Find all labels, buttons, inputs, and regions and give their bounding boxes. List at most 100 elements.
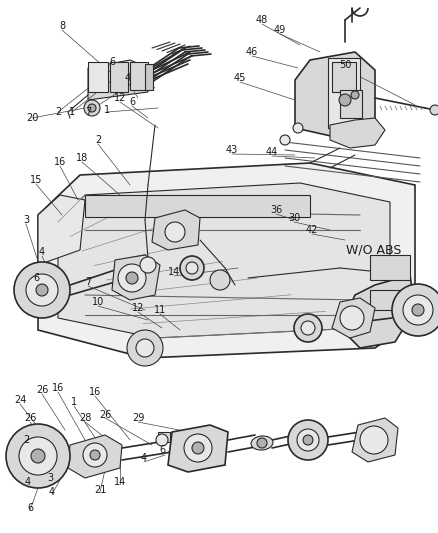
Text: 46: 46	[245, 47, 258, 57]
Text: 36: 36	[269, 205, 282, 215]
Bar	[85, 195, 309, 217]
Circle shape	[26, 274, 58, 306]
Polygon shape	[331, 298, 374, 338]
Text: 48: 48	[255, 15, 268, 25]
Circle shape	[338, 94, 350, 106]
Circle shape	[127, 330, 162, 366]
Text: W/O ABS: W/O ABS	[346, 244, 401, 256]
Circle shape	[359, 426, 387, 454]
Circle shape	[429, 105, 438, 115]
Circle shape	[411, 304, 423, 316]
Text: 2: 2	[95, 135, 101, 145]
Text: 24: 24	[14, 395, 26, 405]
Circle shape	[126, 272, 138, 284]
Circle shape	[83, 443, 107, 467]
Text: 29: 29	[131, 413, 144, 423]
Circle shape	[191, 442, 204, 454]
Bar	[339, 90, 361, 118]
Circle shape	[209, 270, 230, 290]
Text: 10: 10	[92, 297, 104, 307]
Bar	[158, 432, 170, 442]
Text: 6: 6	[159, 445, 165, 455]
Polygon shape	[88, 60, 148, 100]
Polygon shape	[152, 210, 200, 250]
Text: 6: 6	[129, 97, 135, 107]
Bar	[369, 290, 404, 310]
Circle shape	[184, 434, 212, 462]
Text: 21: 21	[94, 485, 106, 495]
Text: 14: 14	[167, 267, 180, 277]
Text: 11: 11	[154, 305, 166, 315]
Circle shape	[90, 450, 100, 460]
Text: 4: 4	[39, 247, 45, 257]
Circle shape	[6, 424, 70, 488]
Text: 14: 14	[113, 477, 126, 487]
Text: 16: 16	[54, 157, 66, 167]
Text: 4: 4	[49, 487, 55, 497]
Circle shape	[31, 449, 45, 463]
Polygon shape	[351, 418, 397, 462]
Polygon shape	[339, 275, 414, 348]
Text: 43: 43	[226, 145, 237, 155]
Circle shape	[287, 420, 327, 460]
Text: 1: 1	[69, 107, 75, 117]
Text: 3: 3	[47, 473, 53, 483]
Text: 2: 2	[55, 107, 61, 117]
Circle shape	[84, 100, 100, 116]
Text: 28: 28	[79, 413, 91, 423]
Text: 4: 4	[25, 477, 31, 487]
Text: 45: 45	[233, 73, 246, 83]
Text: 26: 26	[99, 410, 111, 420]
Bar	[88, 62, 108, 92]
Text: 2: 2	[23, 435, 29, 445]
Circle shape	[180, 256, 204, 280]
Circle shape	[186, 262, 198, 274]
Circle shape	[140, 257, 155, 273]
Text: 16: 16	[52, 383, 64, 393]
Text: 7: 7	[85, 107, 91, 117]
Circle shape	[339, 306, 363, 330]
Circle shape	[88, 104, 96, 112]
Circle shape	[292, 123, 302, 133]
Circle shape	[402, 295, 432, 325]
Circle shape	[350, 91, 358, 99]
Bar	[331, 62, 355, 92]
Polygon shape	[329, 118, 384, 148]
Text: 7: 7	[85, 277, 91, 287]
Text: 44: 44	[265, 147, 278, 157]
Text: 16: 16	[88, 387, 101, 397]
Circle shape	[297, 429, 318, 451]
Circle shape	[391, 284, 438, 336]
Bar	[145, 64, 153, 90]
Bar	[130, 62, 148, 90]
Polygon shape	[68, 435, 122, 478]
Circle shape	[293, 314, 321, 342]
Bar	[110, 62, 128, 92]
Text: 50: 50	[338, 60, 350, 70]
Text: 20: 20	[26, 113, 38, 123]
Text: 12: 12	[131, 303, 144, 313]
Circle shape	[165, 222, 184, 242]
Text: 6: 6	[109, 57, 115, 67]
Circle shape	[36, 284, 48, 296]
Text: 3: 3	[23, 215, 29, 225]
Circle shape	[300, 321, 314, 335]
Circle shape	[19, 437, 57, 475]
Text: 12: 12	[113, 93, 126, 103]
Text: 26: 26	[36, 385, 48, 395]
Text: 49: 49	[273, 25, 286, 35]
Text: 4: 4	[141, 453, 147, 463]
Bar	[369, 255, 409, 280]
Circle shape	[136, 339, 154, 357]
Circle shape	[14, 262, 70, 318]
Polygon shape	[58, 183, 389, 338]
Circle shape	[118, 264, 146, 292]
Circle shape	[279, 135, 290, 145]
Text: 42: 42	[305, 225, 318, 235]
Text: 6: 6	[27, 503, 33, 513]
Text: 30: 30	[287, 213, 300, 223]
Polygon shape	[294, 52, 374, 138]
Text: 18: 18	[76, 153, 88, 163]
Text: 1: 1	[71, 397, 77, 407]
Circle shape	[155, 434, 168, 446]
